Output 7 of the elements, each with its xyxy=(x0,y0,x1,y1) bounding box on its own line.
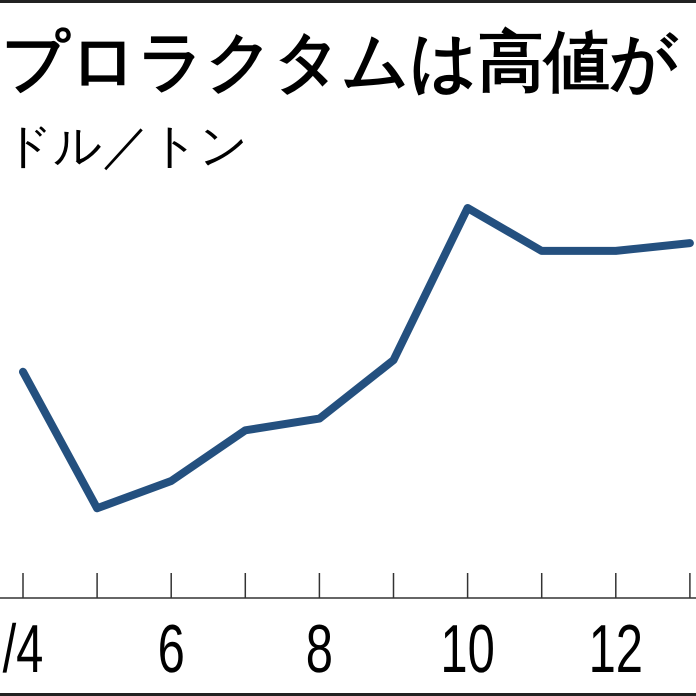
x-tick-label: 8 xyxy=(306,610,334,687)
x-tick-label: 10 xyxy=(440,610,495,687)
x-tick-label: 12 xyxy=(588,610,644,687)
x-tick-label: /4 xyxy=(2,610,44,687)
chart-title: プロラクタムは高値が xyxy=(2,24,679,98)
x-tick-label: 6 xyxy=(158,610,185,687)
y-axis-title: ドル／トン xyxy=(4,120,248,173)
